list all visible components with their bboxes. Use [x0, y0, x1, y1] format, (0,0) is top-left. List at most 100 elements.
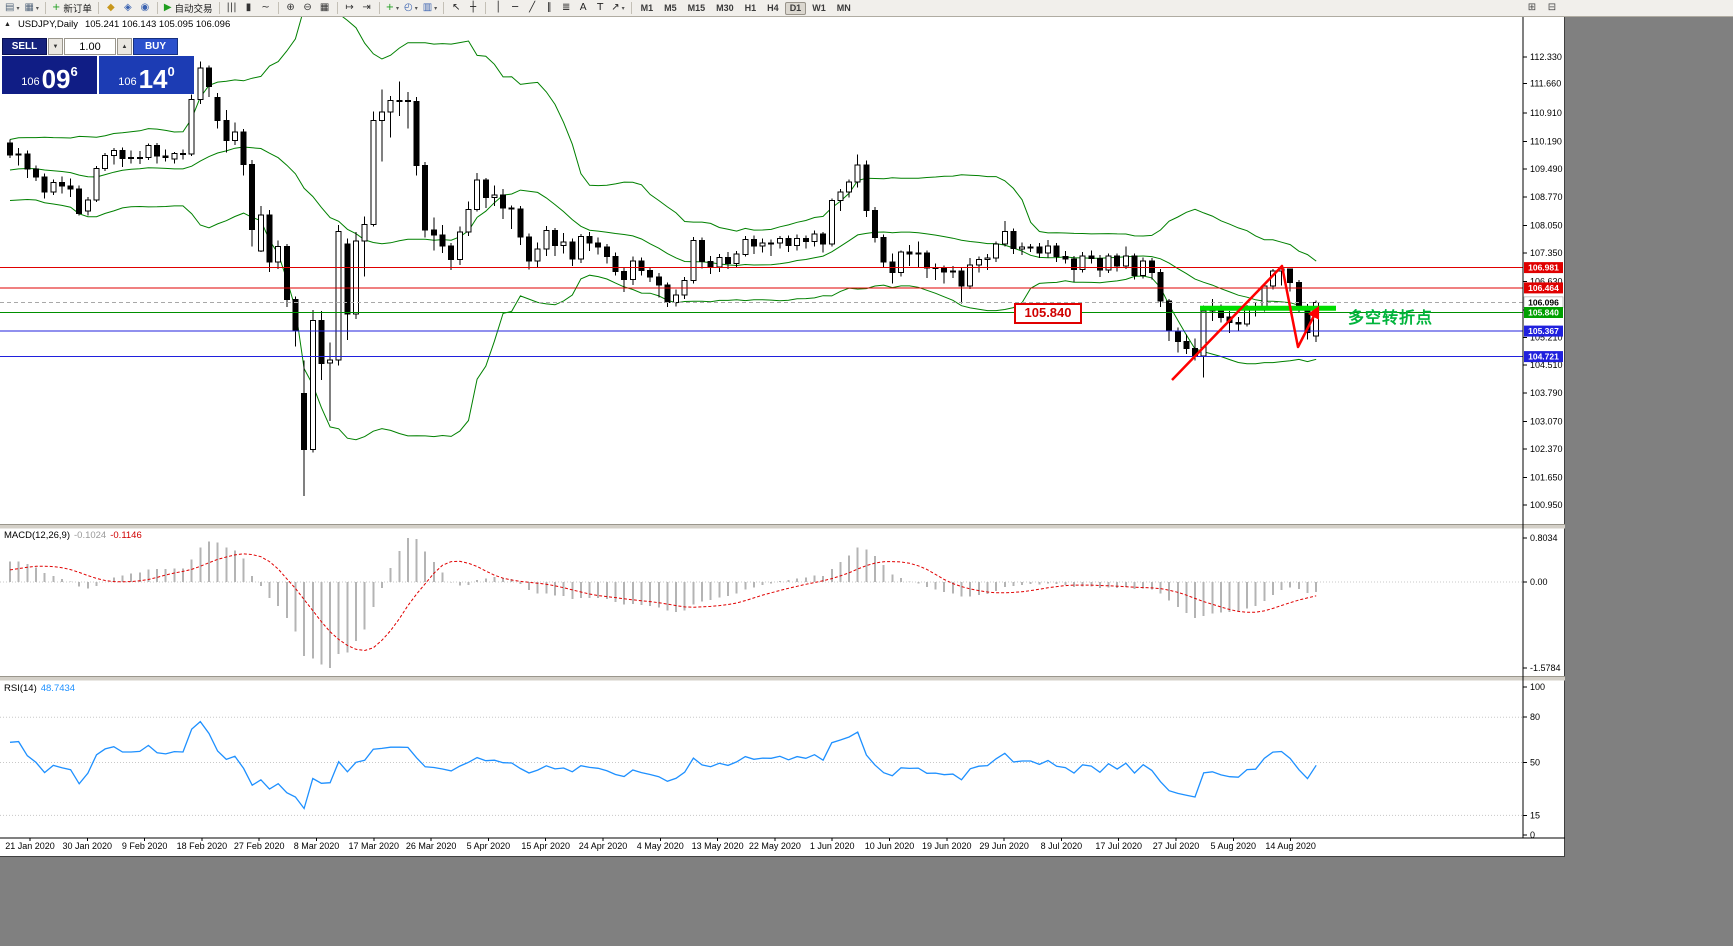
windows-tile-icon: ⊞ — [1527, 2, 1537, 13]
candlestick-mode-icon: ▮ — [245, 2, 252, 13]
sell-price-prefix: 106 — [21, 76, 40, 88]
indicators-icon: + — [385, 2, 394, 13]
indicators-icon[interactable]: + ▾ — [384, 1, 401, 15]
windows-cascade-icon: ⊟ — [1547, 2, 1557, 13]
cursor-icon: ↖ — [451, 2, 461, 13]
auto-scroll-icon[interactable]: ↦ — [342, 1, 358, 15]
one-click-collapse-icon[interactable]: ▲ — [4, 21, 11, 28]
navigator-icon: ◉ — [140, 2, 150, 13]
volume-input[interactable] — [64, 38, 116, 55]
chevron-down-icon: ▾ — [395, 4, 399, 12]
templates-icon[interactable]: ▥ ▾ — [421, 1, 439, 15]
horizontal-line-icon[interactable]: ─ — [507, 1, 523, 15]
data-window-icon[interactable]: ◈ — [120, 1, 136, 15]
channel-icon[interactable]: ∥ — [541, 1, 557, 15]
autotrading-button: ▶ — [163, 2, 172, 13]
line-chart-mode-icon: ~ — [261, 2, 270, 13]
price-callout-box[interactable]: 105.840 — [1014, 303, 1082, 324]
fibonacci-icon: ≣ — [561, 2, 571, 13]
turning-point-label[interactable]: 多空转折点 — [1348, 308, 1434, 327]
new-chart-icon[interactable]: ▤ ▾ — [3, 1, 21, 15]
profiles-icon: ▦ — [24, 2, 34, 13]
volume-down-button[interactable]: ▼ — [48, 38, 63, 55]
buy-price-main: 14 — [138, 63, 168, 94]
chevron-down-icon: ▾ — [621, 4, 625, 12]
periods-icon: ◴ — [403, 2, 413, 13]
sell-price-main: 09 — [41, 63, 71, 94]
autotrading-button[interactable]: ▶ 自动交易 — [162, 1, 215, 16]
crosshair-icon[interactable]: ┼ — [465, 1, 481, 15]
chart-window — [0, 16, 1565, 857]
arrows-tool-icon: ↗ — [611, 2, 620, 13]
autotrading-button-label: 自动交易 — [174, 4, 213, 15]
symbol-period-label: USDJPY,Daily — [17, 19, 78, 30]
market-watch-icon: ◆ — [106, 2, 115, 13]
arrows-tool-icon[interactable]: ↗ ▾ — [609, 1, 626, 15]
macd-signal-value: -0.1146 — [110, 530, 142, 541]
new-order-button: + — [51, 2, 61, 13]
toolbar: ▤ ▾ ▦ ▾ + 新订单 ◆ ◈ ◉ ▶ 自动交易 ||| ▮ ~ ⊕ ⊖ ▦ ↦ ⇥ + ▾ ◴ ▾ ▥ ▾ ↖ ┼ │ ─ ╱ ∥ ≣ A… — [0, 0, 1733, 17]
volume-up-button[interactable]: ▲ — [117, 38, 132, 55]
toolbar-separator — [336, 2, 338, 14]
sell-price-pip: 6 — [70, 64, 78, 79]
label-tool-icon[interactable]: T — [592, 1, 608, 15]
chart-shift-icon[interactable]: ⇥ — [359, 1, 375, 15]
vertical-line-icon: │ — [495, 2, 502, 13]
navigator-icon[interactable]: ◉ — [137, 1, 153, 15]
line-chart-mode-icon[interactable]: ~ — [258, 1, 274, 15]
timeframe-button-w1[interactable]: W1 — [807, 2, 831, 15]
new-order-button-label: 新订单 — [63, 4, 92, 15]
timeframe-button-m1[interactable]: M1 — [636, 2, 659, 15]
zoom-in-icon[interactable]: ⊕ — [283, 1, 299, 15]
bar-chart-mode-icon[interactable]: ||| — [224, 1, 240, 15]
text-tool-icon[interactable]: A — [575, 1, 591, 15]
zoom-out-icon[interactable]: ⊖ — [300, 1, 316, 15]
crosshair-icon: ┼ — [470, 2, 477, 13]
timeframe-button-h1[interactable]: H1 — [740, 2, 762, 15]
templates-icon: ▥ — [422, 2, 433, 13]
data-window-icon: ◈ — [123, 2, 132, 13]
text-tool-icon: A — [579, 2, 587, 13]
buy-price-pip: 0 — [167, 64, 175, 79]
zoom-in-icon: ⊕ — [286, 2, 295, 13]
trendline-icon[interactable]: ╱ — [524, 1, 540, 15]
timeframe-button-h4[interactable]: H4 — [762, 2, 784, 15]
timeframe-button-mn[interactable]: MN — [832, 2, 856, 15]
buy-price-prefix: 106 — [118, 76, 137, 88]
timeframe-toolbar: M1 M5 M15 M30 H1 H4 D1 W1 MN — [636, 1, 856, 15]
toolbar-separator — [218, 2, 220, 14]
chart-info-bar: ▲ USDJPY,Daily 105.241 106.143 105.095 1… — [4, 19, 230, 30]
toolbar-right-group: ⊞ ⊟ — [1524, 1, 1560, 15]
toolbar-separator — [44, 2, 46, 14]
macd-name: MACD(12,26,9) — [4, 530, 70, 541]
windows-cascade-icon[interactable]: ⊟ — [1544, 1, 1560, 15]
timeframe-button-m5[interactable]: M5 — [659, 2, 682, 15]
timeframe-button-m15[interactable]: M15 — [683, 2, 711, 15]
auto-scroll-icon: ↦ — [345, 2, 354, 13]
profiles-icon[interactable]: ▦ ▾ — [22, 1, 40, 15]
buy-price-display[interactable]: 106 14 0 — [99, 56, 194, 94]
sell-button[interactable]: SELL — [2, 38, 47, 55]
windows-tile-icon[interactable]: ⊞ — [1524, 1, 1540, 15]
toolbar-separator — [277, 2, 279, 14]
toolbar-separator — [97, 2, 99, 14]
market-watch-icon[interactable]: ◆ — [103, 1, 119, 15]
vertical-line-icon[interactable]: │ — [490, 1, 506, 15]
periods-icon[interactable]: ◴ ▾ — [402, 1, 420, 15]
timeframe-button-d1[interactable]: D1 — [784, 1, 807, 15]
grid-icon[interactable]: ▦ — [317, 1, 333, 15]
one-click-prices: 106 09 6 106 14 0 — [2, 56, 198, 94]
horizontal-line-icon: ─ — [512, 2, 519, 13]
macd-main-value: -0.1024 — [74, 530, 107, 541]
buy-button[interactable]: BUY — [133, 38, 178, 55]
cursor-icon[interactable]: ↖ — [448, 1, 464, 15]
toolbar-separator — [378, 2, 380, 14]
timeframe-button-m30[interactable]: M30 — [711, 2, 739, 15]
fibonacci-icon[interactable]: ≣ — [558, 1, 574, 15]
chevron-down-icon: ▾ — [434, 4, 438, 12]
sell-price-display[interactable]: 106 09 6 — [2, 56, 97, 94]
toolbar-separator — [443, 2, 445, 14]
candlestick-mode-icon[interactable]: ▮ — [241, 1, 257, 15]
new-order-button[interactable]: + 新订单 — [50, 1, 94, 16]
